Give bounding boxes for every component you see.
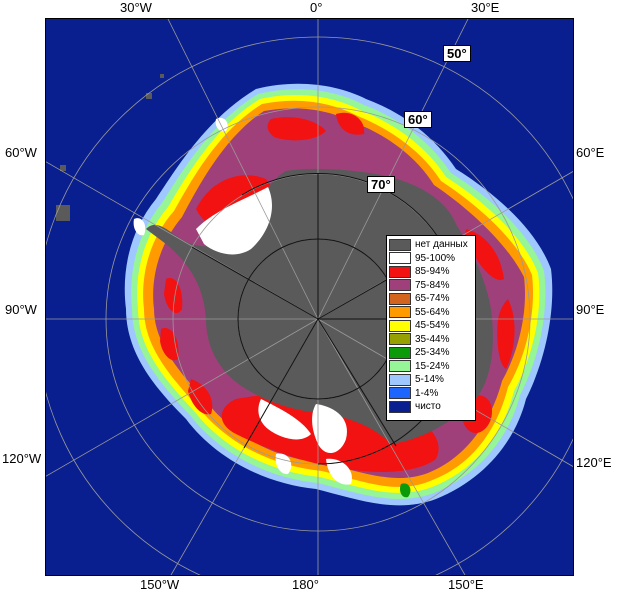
lon-label-150w: 150°W: [140, 577, 180, 592]
sea-ice-map: нет данных 95-100% 85-94% 75-84% 65-74% …: [45, 18, 574, 576]
legend-item: 65-74%: [389, 292, 473, 306]
legend-label: чисто: [415, 401, 441, 413]
lon-label-120e: 120°E: [576, 455, 612, 470]
latitude-label-70: 70°: [367, 176, 395, 193]
legend-item: 75-84%: [389, 279, 473, 293]
lon-label-150e: 150°E: [448, 577, 484, 592]
legend-label: 85-94%: [415, 266, 450, 278]
legend-label: 35-44%: [415, 333, 450, 345]
legend-item: 55-64%: [389, 306, 473, 320]
legend-swatch: [389, 306, 411, 319]
lon-label-0-top: 0°: [310, 0, 323, 15]
legend-swatch: [389, 252, 411, 265]
latitude-label-60: 60°: [404, 111, 432, 128]
legend-item: 5-14%: [389, 373, 473, 387]
lon-label-30w-top: 30°W: [120, 0, 152, 15]
legend-swatch: [389, 360, 411, 373]
legend-label: 55-64%: [415, 306, 450, 318]
lon-label-60w: 60°W: [5, 145, 37, 160]
legend-label: 1-4%: [415, 387, 439, 399]
ice-patch-dark-green: [399, 483, 411, 498]
legend-label: нет данных: [415, 239, 468, 251]
legend-label: 95-100%: [415, 252, 456, 264]
legend-item: чисто: [389, 400, 473, 414]
legend-item: нет данных: [389, 238, 473, 252]
legend-label: 75-84%: [415, 279, 450, 291]
legend-label: 45-54%: [415, 320, 450, 332]
lon-label-90w: 90°W: [5, 302, 37, 317]
legend-swatch: [389, 238, 411, 251]
legend-swatch: [389, 279, 411, 292]
legend-item: 1-4%: [389, 387, 473, 401]
lon-label-120w: 120°W: [2, 451, 42, 466]
legend-swatch: [389, 292, 411, 305]
legend-item: 95-100%: [389, 252, 473, 266]
legend-swatch: [389, 373, 411, 386]
legend-swatch: [389, 346, 411, 359]
legend-swatch: [389, 387, 411, 400]
ice-patches-white: [196, 117, 352, 485]
legend-label: 25-34%: [415, 347, 450, 359]
legend-item: 35-44%: [389, 333, 473, 347]
no-data-spots: [56, 74, 164, 221]
latitude-label-50: 50°: [443, 45, 471, 62]
legend-swatch: [389, 333, 411, 346]
lon-label-60e: 60°E: [576, 145, 605, 160]
map-canvas: [46, 19, 573, 575]
legend-swatch: [389, 265, 411, 278]
legend: нет данных 95-100% 85-94% 75-84% 65-74% …: [386, 235, 476, 421]
legend-item: 45-54%: [389, 319, 473, 333]
lon-label-90e: 90°E: [576, 302, 605, 317]
legend-swatch: [389, 319, 411, 332]
legend-item: 85-94%: [389, 265, 473, 279]
legend-item: 25-34%: [389, 346, 473, 360]
legend-swatch: [389, 400, 411, 413]
lon-label-180: 180°: [292, 577, 319, 592]
legend-item: 15-24%: [389, 360, 473, 374]
legend-label: 5-14%: [415, 374, 444, 386]
lon-label-30e-top: 30°E: [471, 0, 500, 15]
legend-label: 15-24%: [415, 360, 450, 372]
legend-label: 65-74%: [415, 293, 450, 305]
ice-patch-white-left: [133, 218, 146, 236]
